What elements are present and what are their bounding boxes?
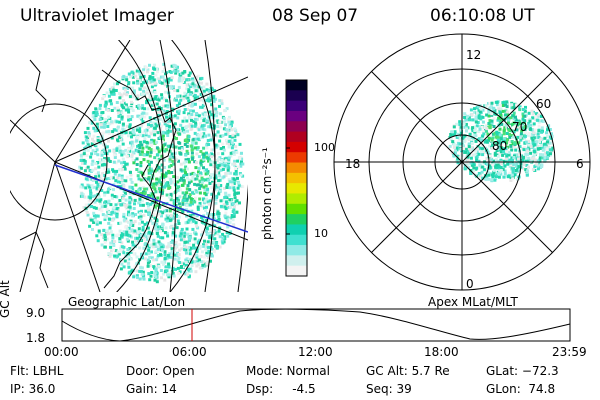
orbit-xtick-1800: 18:00 [424,345,459,359]
colorbar-segment [286,110,307,122]
status-seq: Seq: 39 [366,382,412,396]
colorbar-segment [286,80,307,91]
colorbar-segment [286,152,307,164]
mlt-label-6: 6 [576,157,584,171]
status-gc-alt: GC Alt: 5.7 Re [366,364,450,378]
colorbar-segment [286,234,307,246]
polar-aurora-image [448,100,554,183]
orbit-frame [61,308,571,342]
mlt-label-0: 0 [466,277,474,291]
polar-grid [333,33,591,291]
time-label: 06:10:08 UT [430,6,535,26]
coastline [19,59,177,289]
instrument-title: Ultraviolet Imager [20,6,174,26]
date-label: 08 Sep 07 [272,6,359,26]
colorbar-segment [286,90,307,102]
colorbar-segment [286,245,307,256]
orbit-ytick-top: 9.0 [26,306,46,320]
colorbar-segment [286,121,307,133]
mlt-label-18: 18 [345,157,361,171]
colorbar-segment [286,224,307,236]
orbit-xtick-0600: 06:00 [172,345,207,359]
orbit-xtick-0000: 00:00 [44,345,79,359]
geo-aurora-image [78,62,245,284]
colorbar-segment [286,214,307,226]
orbit-ylabel: GC Alt [0,280,12,318]
colorbar-segment [286,183,307,195]
status-dsp: Dsp: -4.5 [246,382,316,396]
spacecraft-track [54,164,248,233]
colorbar-frame [285,79,308,277]
colorbar-segment [286,193,307,205]
status-glat: GLat: −72.3 [486,364,559,378]
mlat-label-60: 60 [536,97,552,111]
orbit-altitude-curve [61,308,571,342]
colorbar-segment [286,203,307,215]
status-filter: Flt: LBHL [10,364,64,378]
colorbar-segment [286,100,307,112]
colorbar-segment [286,172,307,184]
colorbar-unit-label: photon cm⁻²s⁻¹ [260,147,274,240]
geo-grid [10,40,248,292]
mlt-label-12: 12 [466,48,482,62]
colorbar-segment [286,141,307,153]
colorbar-tick-label-10: 10 [314,227,328,240]
colorbar-segment [286,255,307,267]
status-door: Door: Open [126,364,195,378]
orbit-xtick-1200: 12:00 [298,345,333,359]
colorbar [286,80,307,277]
status-glon: GLon: 74.8 [486,382,556,396]
mlat-label-70: 70 [512,120,528,134]
status-gain: Gain: 14 [126,382,177,396]
polar-panel-caption: Apex MLat/MLT [428,295,518,309]
orbit-xtick-2359: 23:59 [552,345,587,359]
mlat-label-80: 80 [492,139,508,153]
geo-panel-caption: Geographic Lat/Lon [68,295,186,309]
status-ip: IP: 36.0 [10,382,56,396]
orbit-ytick-bottom: 1.8 [26,331,46,345]
colorbar-segment [286,131,307,143]
colorbar-segment [286,265,307,277]
colorbar-segment [286,162,307,174]
colorbar-tick-label-100: 100 [314,141,335,154]
status-mode: Mode: Normal [246,364,330,378]
geographic-map [10,40,248,292]
